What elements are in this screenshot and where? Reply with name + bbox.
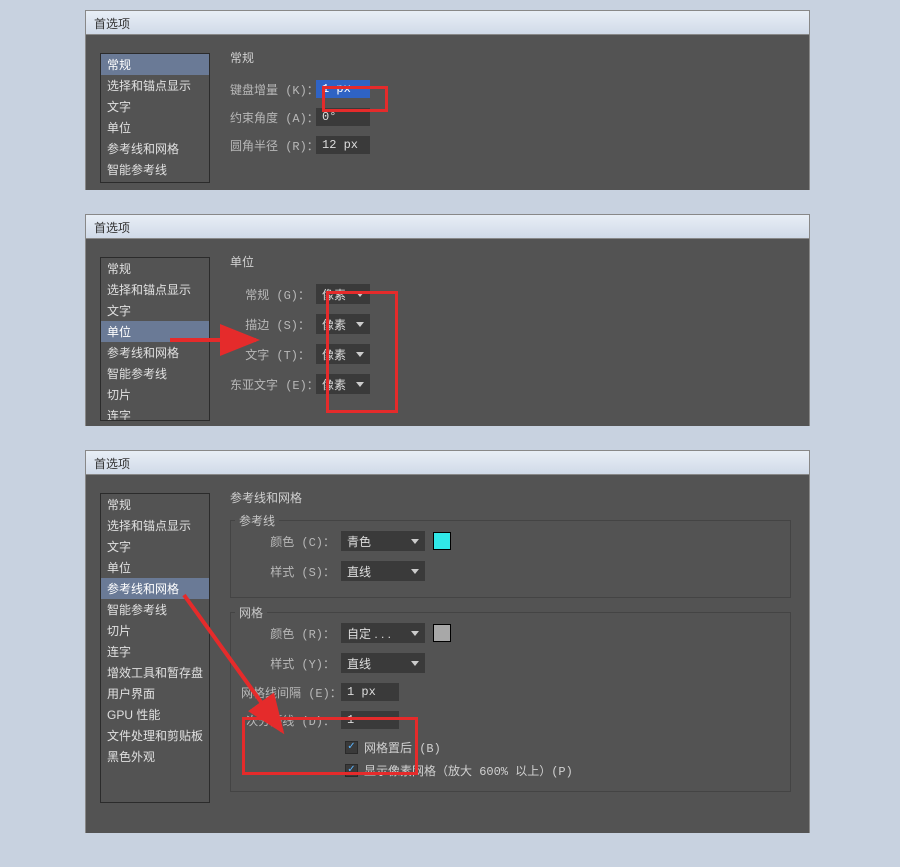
preferences-dialog-general: 首选项 常规 选择和锚点显示 文字 单位 参考线和网格 智能参考线 切片 常规 … — [85, 10, 810, 190]
kb-increment-input[interactable] — [316, 80, 370, 98]
guides-color-swatch[interactable] — [433, 532, 451, 550]
panel-units: 单位 常规 (G)： 像素 描边 (S)： 像素 文字 (T)： 像素 东亚文字… — [220, 239, 809, 412]
sidebar-item-guides[interactable]: 参考线和网格 — [101, 138, 209, 159]
chevron-down-icon — [356, 382, 364, 387]
sidebar-item-slices[interactable]: 切片 — [101, 180, 209, 183]
panel-general: 常规 键盘增量 (K)： 约束角度 (A)： 圆角半径 (R)： — [220, 35, 809, 172]
sidebar-item-hyphenation[interactable]: 连字 — [101, 641, 209, 662]
chevron-down-icon — [411, 539, 419, 544]
chevron-down-icon — [411, 569, 419, 574]
sidebar-item-general[interactable]: 常规 — [101, 494, 209, 515]
fieldset-grid: 网格 颜色 (R)： 自定 . . . 样式 (Y)： 直线 网格线间隔 (E)… — [230, 612, 791, 792]
dialog-titlebar[interactable]: 首选项 — [86, 451, 809, 475]
gridline-every-label: 网格线间隔 (E)： — [241, 684, 341, 701]
panel-title: 参考线和网格 — [230, 489, 795, 506]
subdivisions-input[interactable] — [341, 711, 399, 729]
preferences-sidebar: 常规 选择和锚点显示 文字 单位 参考线和网格 智能参考线 切片 — [100, 53, 210, 183]
sidebar-item-black[interactable]: 黑色外观 — [101, 746, 209, 767]
guides-style-label: 样式 (S)： — [241, 563, 341, 580]
dialog-title: 首选项 — [94, 457, 130, 471]
panel-title: 单位 — [230, 253, 795, 270]
guides-color-select[interactable]: 青色 — [341, 531, 425, 551]
fieldset-grid-title: 网格 — [235, 604, 267, 621]
sidebar-item-smartguides[interactable]: 智能参考线 — [101, 159, 209, 180]
sidebar-item-general[interactable]: 常规 — [101, 258, 209, 279]
units-type-label: 文字 (T)： — [230, 346, 316, 363]
corner-radius-label: 圆角半径 (R)： — [230, 137, 316, 154]
sidebar-item-slices[interactable]: 切片 — [101, 620, 209, 641]
fieldset-guides: 参考线 颜色 (C)： 青色 样式 (S)： 直线 — [230, 520, 791, 598]
preferences-dialog-guides: 首选项 常规 选择和锚点显示 文字 单位 参考线和网格 智能参考线 切片 连字 … — [85, 450, 810, 833]
kb-increment-label: 键盘增量 (K)： — [230, 81, 316, 98]
preferences-sidebar: 常规 选择和锚点显示 文字 单位 参考线和网格 智能参考线 切片 连字 — [100, 257, 210, 421]
sidebar-item-selection[interactable]: 选择和锚点显示 — [101, 279, 209, 300]
units-type-select[interactable]: 像素 — [316, 344, 370, 364]
sidebar-item-ui[interactable]: 用户界面 — [101, 683, 209, 704]
units-stroke-label: 描边 (S)： — [230, 316, 316, 333]
units-stroke-select[interactable]: 像素 — [316, 314, 370, 334]
checkbox-checked-icon: ✓ — [345, 764, 358, 777]
sidebar-item-type[interactable]: 文字 — [101, 96, 209, 117]
dialog-title: 首选项 — [94, 17, 130, 31]
sidebar-item-filehandling[interactable]: 文件处理和剪贴板 — [101, 725, 209, 746]
dialog-title: 首选项 — [94, 221, 130, 235]
sidebar-item-smartguides[interactable]: 智能参考线 — [101, 599, 209, 620]
pixel-grid-label: 显示像素网格（放大 600% 以上）(P) — [364, 762, 573, 779]
sidebar-item-guides[interactable]: 参考线和网格 — [101, 342, 209, 363]
pixel-grid-checkbox-row[interactable]: ✓ 显示像素网格（放大 600% 以上）(P) — [345, 762, 780, 779]
preferences-sidebar: 常规 选择和锚点显示 文字 单位 参考线和网格 智能参考线 切片 连字 增效工具… — [100, 493, 210, 803]
grid-color-select[interactable]: 自定 . . . — [341, 623, 425, 643]
sidebar-item-plugins[interactable]: 增效工具和暂存盘 — [101, 662, 209, 683]
sidebar-item-units[interactable]: 单位 — [101, 557, 209, 578]
sidebar-item-gpu[interactable]: GPU 性能 — [101, 704, 209, 725]
dialog-titlebar[interactable]: 首选项 — [86, 11, 809, 35]
units-general-select[interactable]: 像素 — [316, 284, 370, 304]
grid-style-label: 样式 (Y)： — [241, 655, 341, 672]
sidebar-item-guides[interactable]: 参考线和网格 — [101, 578, 209, 599]
sidebar-item-type[interactable]: 文字 — [101, 536, 209, 557]
sidebar-item-selection[interactable]: 选择和锚点显示 — [101, 515, 209, 536]
grids-back-label: 网格置后 (B) — [364, 739, 441, 756]
fieldset-guides-title: 参考线 — [235, 512, 279, 529]
sidebar-item-smartguides[interactable]: 智能参考线 — [101, 363, 209, 384]
checkbox-checked-icon: ✓ — [345, 741, 358, 754]
sidebar-item-hyphenation[interactable]: 连字 — [101, 405, 209, 421]
chevron-down-icon — [356, 322, 364, 327]
constrain-angle-label: 约束角度 (A)： — [230, 109, 316, 126]
subdivisions-label: 次分隔线 (D)： — [241, 712, 341, 729]
grids-back-checkbox-row[interactable]: ✓ 网格置后 (B) — [345, 739, 780, 756]
guides-style-select[interactable]: 直线 — [341, 561, 425, 581]
dialog-titlebar[interactable]: 首选项 — [86, 215, 809, 239]
panel-guides-grid: 参考线和网格 参考线 颜色 (C)： 青色 样式 (S)： 直线 网格 颜色 (… — [220, 475, 809, 814]
chevron-down-icon — [356, 292, 364, 297]
sidebar-item-slices[interactable]: 切片 — [101, 384, 209, 405]
guides-color-label: 颜色 (C)： — [241, 533, 341, 550]
sidebar-item-general[interactable]: 常规 — [101, 54, 209, 75]
preferences-dialog-units: 首选项 常规 选择和锚点显示 文字 单位 参考线和网格 智能参考线 切片 连字 … — [85, 214, 810, 426]
sidebar-item-selection[interactable]: 选择和锚点显示 — [101, 75, 209, 96]
chevron-down-icon — [356, 352, 364, 357]
units-asian-select[interactable]: 像素 — [316, 374, 370, 394]
gridline-every-input[interactable] — [341, 683, 399, 701]
corner-radius-input[interactable] — [316, 136, 370, 154]
chevron-down-icon — [411, 631, 419, 636]
chevron-down-icon — [411, 661, 419, 666]
units-general-label: 常规 (G)： — [230, 286, 316, 303]
grid-style-select[interactable]: 直线 — [341, 653, 425, 673]
constrain-angle-input[interactable] — [316, 108, 370, 126]
panel-title: 常规 — [230, 49, 795, 66]
sidebar-item-type[interactable]: 文字 — [101, 300, 209, 321]
grid-color-label: 颜色 (R)： — [241, 625, 341, 642]
grid-color-swatch[interactable] — [433, 624, 451, 642]
sidebar-item-units[interactable]: 单位 — [101, 321, 209, 342]
sidebar-item-units[interactable]: 单位 — [101, 117, 209, 138]
units-asian-label: 东亚文字 (E)： — [230, 376, 316, 393]
